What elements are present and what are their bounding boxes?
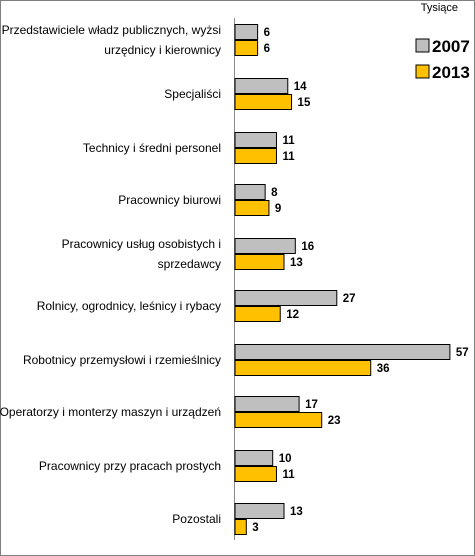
category-label-1-0: Specjaliści — [164, 87, 221, 101]
value-label-2007-6: 57 — [456, 347, 469, 359]
category-labels-group: Przedstawiciele władz publicznych, wyżsi… — [0, 23, 221, 526]
legend-label-2013: 2013 — [432, 63, 470, 82]
legend-label-2007: 2007 — [432, 37, 470, 56]
category-label-0-0: Przedstawiciele władz publicznych, wyżsi — [2, 23, 221, 37]
value-label-2013-5: 12 — [286, 309, 299, 321]
bar-2013-0 — [234, 40, 259, 56]
value-label-2007-1: 14 — [294, 81, 307, 93]
category-label-5-0: Rolnicy, ogrodnicy, leśnicy i rybacy — [37, 299, 221, 313]
value-label-2007-0: 6 — [264, 27, 270, 39]
unit-label: Tysiące — [421, 2, 458, 14]
bar-2013-9 — [234, 519, 247, 535]
bar-2007-8 — [234, 450, 274, 466]
value-label-2013-4: 13 — [290, 257, 303, 269]
bars-group: 6 6 14 15 11 11 8 9 16 13 27 12 57 36 17 23 10 11 13 3 — [234, 24, 469, 535]
bar-2013-1 — [234, 94, 293, 110]
legend-swatch-2013 — [415, 64, 430, 79]
category-label-4-0: Pracownicy usług osobistych i — [62, 237, 221, 251]
bar-2013-2 — [234, 148, 277, 164]
category-label-8-0: Pracownicy przy pracach prostych — [39, 459, 221, 473]
value-label-2013-1: 15 — [298, 97, 311, 109]
bar-2007-1 — [234, 78, 289, 94]
bar-2013-6 — [234, 360, 372, 376]
value-label-2007-7: 17 — [305, 399, 318, 411]
bar-2007-2 — [234, 132, 277, 148]
value-label-2013-6: 36 — [377, 363, 390, 375]
value-label-2007-5: 27 — [343, 293, 356, 305]
category-label-4-1: sprzedawcy — [158, 257, 221, 271]
bar-2007-9 — [234, 503, 285, 519]
bar-2013-8 — [234, 466, 277, 482]
bar-2007-4 — [234, 238, 296, 254]
bar-2013-4 — [234, 254, 285, 270]
bar-2007-0 — [234, 24, 259, 40]
bar-2007-3 — [234, 184, 266, 200]
category-label-6-0: Robotnicy przemysłowi i rzemieślnicy — [23, 353, 221, 367]
value-label-2007-8: 10 — [279, 453, 292, 465]
value-label-2013-3: 9 — [275, 203, 281, 215]
bar-2013-3 — [234, 200, 270, 216]
category-label-2-0: Technicy i średni personel — [83, 141, 221, 155]
category-label-9-0: Pozostali — [172, 512, 221, 526]
value-label-2013-0: 6 — [264, 43, 270, 55]
value-label-2013-9: 3 — [252, 522, 258, 534]
value-label-2007-2: 11 — [282, 135, 295, 147]
bar-2007-7 — [234, 396, 300, 412]
value-label-2013-8: 11 — [282, 469, 295, 481]
category-label-0-1: urzędnicy i kierownicy — [104, 43, 221, 57]
value-label-2013-2: 11 — [282, 151, 295, 163]
value-label-2007-3: 8 — [271, 187, 278, 199]
category-label-7-0: Operatorzy i monterzy maszyn i urządzeń — [0, 405, 221, 419]
bar-2007-5 — [234, 290, 338, 306]
bar-2013-7 — [234, 412, 323, 428]
value-label-2007-9: 13 — [290, 506, 303, 518]
bar-2013-5 — [234, 306, 281, 322]
value-label-2007-4: 16 — [301, 241, 314, 253]
legend: 2007 2013 — [415, 37, 470, 82]
value-label-2013-7: 23 — [328, 415, 341, 427]
legend-swatch-2007 — [415, 38, 430, 53]
category-label-3-0: Pracownicy biurowi — [118, 193, 221, 207]
bar-2007-6 — [234, 344, 451, 360]
